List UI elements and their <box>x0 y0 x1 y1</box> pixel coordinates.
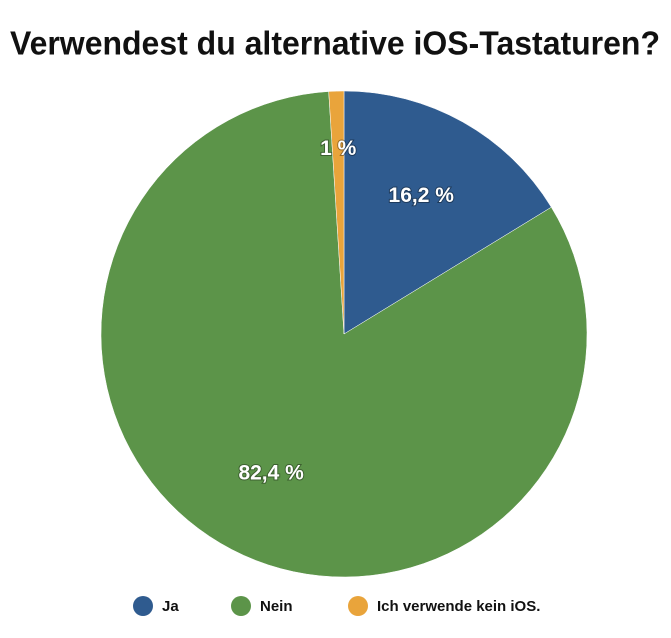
legend: Ja Nein Ich verwende kein iOS. <box>133 596 540 616</box>
legend-marker <box>348 596 368 616</box>
value-label: 16,2 % <box>389 184 455 207</box>
legend-label: Ich verwende kein iOS. <box>377 598 540 615</box>
value-label: 82,4 % <box>238 462 304 485</box>
pie-slice <box>328 90 345 335</box>
legend-marker <box>133 596 153 616</box>
value-label: 1 % <box>320 137 357 160</box>
pie-slice <box>343 90 552 335</box>
legend-label: Ja <box>162 598 179 615</box>
pie: 16,2 % 82,4 % 1 % <box>100 90 588 578</box>
chart-title: Verwendest du alternative iOS-Tastaturen… <box>10 25 660 62</box>
legend-marker <box>231 596 251 616</box>
pie-slice <box>100 91 588 578</box>
legend-label: Nein <box>260 598 293 615</box>
